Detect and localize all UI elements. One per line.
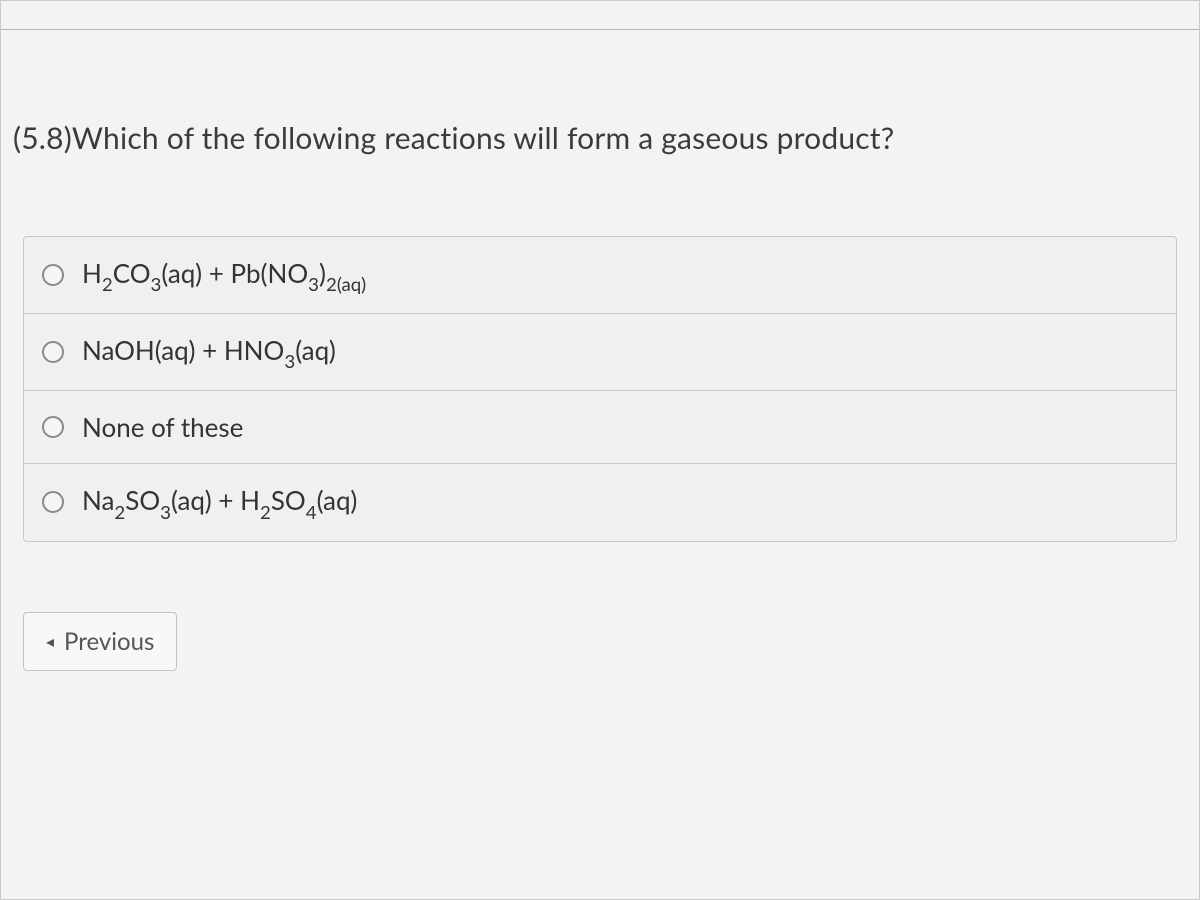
question-number: (5.8): [13, 120, 72, 156]
option-a[interactable]: H2CO3(aq) + Pb(NO3)2(aq): [24, 237, 1176, 314]
radio-icon[interactable]: [42, 491, 64, 513]
options-list: H2CO3(aq) + Pb(NO3)2(aq) NaOH(aq) + HNO3…: [23, 236, 1177, 542]
previous-button[interactable]: ◂ Previous: [23, 612, 177, 671]
option-d[interactable]: Na2SO3(aq) + H2SO4(aq): [24, 464, 1176, 540]
option-b-label: NaOH(aq) + HNO3(aq): [82, 334, 336, 370]
radio-icon[interactable]: [42, 416, 64, 438]
radio-icon[interactable]: [42, 264, 64, 286]
option-a-label: H2CO3(aq) + Pb(NO3)2(aq): [82, 257, 366, 293]
quiz-panel: (5.8)Which of the following reactions wi…: [0, 0, 1200, 900]
chevron-left-icon: ◂: [46, 632, 54, 651]
option-c-label: None of these: [82, 411, 243, 443]
option-d-label: Na2SO3(aq) + H2SO4(aq): [82, 484, 357, 520]
question-text: (5.8)Which of the following reactions wi…: [1, 30, 1199, 166]
radio-icon[interactable]: [42, 341, 64, 363]
question-body: Which of the following reactions will fo…: [72, 120, 894, 156]
previous-button-label: Previous: [64, 627, 154, 656]
option-c[interactable]: None of these: [24, 391, 1176, 464]
option-b[interactable]: NaOH(aq) + HNO3(aq): [24, 314, 1176, 391]
